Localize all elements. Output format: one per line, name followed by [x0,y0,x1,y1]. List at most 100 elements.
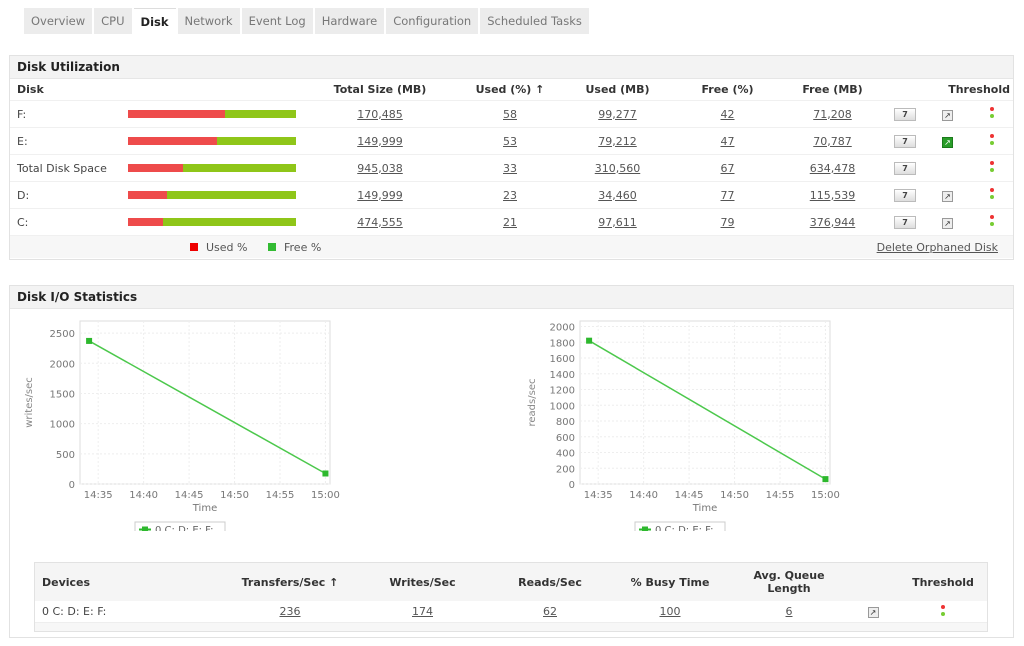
report-button[interactable]: 7 [894,189,916,202]
free-pct-link[interactable]: 79 [720,215,735,229]
tab-overview[interactable]: Overview [24,8,93,34]
delete-orphaned-disk-link[interactable]: Delete Orphaned Disk [876,241,998,254]
threshold-icon[interactable] [990,107,994,118]
writes-link[interactable]: 174 [412,605,433,618]
x-tick-label: 14:35 [584,490,613,501]
used-mb-link[interactable]: 310,560 [594,161,641,175]
transfers-link[interactable]: 236 [279,605,301,618]
reads-chart: 0 200 400 600 800 1000 1200 1400 1600 1800 2000 14:… [527,320,840,531]
y-tick-label: 1200 [550,386,575,397]
used-mb-link[interactable]: 34,460 [598,188,637,202]
used-fill [128,218,164,226]
col-free-mb[interactable]: Free (MB) [802,83,863,96]
table-header: Disk Total Size (MB) Used (%) ↑ Used (MB… [10,79,1013,101]
tab-event-log[interactable]: Event Log [241,8,313,34]
external-link-icon[interactable]: ↗ [942,136,953,148]
tab-configuration[interactable]: Configuration [386,8,479,34]
used-mb-link[interactable]: 97,611 [598,215,637,229]
col-writes[interactable]: Writes/Sec [389,575,456,589]
data-point [86,337,93,344]
report-button[interactable]: 7 [894,135,916,148]
legend-used: Used % [190,241,247,254]
usage-bar [128,218,296,226]
x-axis-label: Time [192,503,217,514]
legend-free: Free % [268,241,321,254]
free-pct-link[interactable]: 42 [720,107,735,121]
tab-scheduled-tasks[interactable]: Scheduled Tasks [480,8,589,34]
used-pct-link[interactable]: 53 [503,134,517,148]
disk-io-panel: Disk I/O Statistics 0 500 1000 1500 2000 2500… [9,285,1014,638]
col-used-mb[interactable]: Used (MB) [585,83,650,96]
threshold-icon[interactable] [990,134,994,145]
table-row: E: 149,999 53 79,212 47 70,787 7 ↗ [10,128,1013,155]
tab-hardware[interactable]: Hardware [314,8,385,34]
threshold-icon[interactable] [990,215,994,226]
free-mb-link[interactable]: 71,208 [813,107,852,121]
reads-link[interactable]: 62 [543,605,557,618]
col-devices[interactable]: Devices [42,575,91,589]
report-button[interactable]: 7 [894,216,916,229]
busy-link[interactable]: 100 [659,605,681,618]
tab-cpu[interactable]: CPU [94,8,132,34]
used-pct-link[interactable]: 33 [503,161,517,175]
used-fill [128,137,218,145]
free-fill [166,191,296,199]
data-point [586,337,593,344]
col-total[interactable]: Total Size (MB) [333,83,427,96]
external-link-icon[interactable]: ↗ [867,607,879,618]
x-tick-label: 14:40 [629,490,658,501]
used-mb-link[interactable]: 79,212 [598,134,637,148]
table-row: 0 C: D: E: F: 236 174 62 100 6 ↗ [35,601,987,623]
free-mb-link[interactable]: 376,944 [809,215,856,229]
used-pct-link[interactable]: 21 [503,215,517,229]
threshold-icon[interactable] [990,161,994,172]
total-size-link[interactable]: 170,485 [357,107,403,121]
threshold-icon[interactable] [941,604,945,616]
report-button[interactable]: 7 [894,162,916,175]
y-tick-label: 200 [556,464,575,475]
tab-disk[interactable]: Disk [133,8,176,34]
used-fill [128,164,184,172]
y-axis-label: writes/sec [24,377,35,428]
total-size-link[interactable]: 474,555 [357,215,403,229]
queue-link[interactable]: 6 [785,605,793,618]
y-axis-label: reads/sec [527,379,538,427]
y-tick-label: 2500 [50,329,75,340]
col-used-pct[interactable]: Used (%) ↑ [475,83,545,96]
disk-name: F: [17,107,27,121]
tab-bar: Overview CPU Disk Network Event Log Hardware C… [24,8,589,34]
col-queue[interactable]: Avg. Queue Length [753,569,825,595]
threshold-icon[interactable] [990,188,994,199]
used-pct-link[interactable]: 58 [503,107,517,121]
report-button[interactable]: 7 [894,108,916,121]
external-link-icon[interactable]: ↗ [942,190,953,202]
used-mb-link[interactable]: 99,277 [598,107,637,121]
external-link-icon[interactable]: ↗ [942,109,953,121]
total-size-link[interactable]: 149,999 [357,188,403,202]
free-mb-link[interactable]: 634,478 [809,161,856,175]
external-link-icon[interactable]: ↗ [942,217,953,229]
x-tick-label: 14:55 [766,490,795,501]
used-pct-link[interactable]: 23 [503,188,517,202]
x-tick-label: 15:00 [311,490,340,501]
free-fill [163,218,296,226]
free-mb-link[interactable]: 70,787 [813,134,852,148]
total-size-link[interactable]: 149,999 [357,134,403,148]
free-pct-link[interactable]: 67 [720,161,735,175]
free-pct-link[interactable]: 77 [720,188,735,202]
free-pct-link[interactable]: 47 [720,134,735,148]
y-tick-label: 800 [556,417,575,428]
col-busy[interactable]: % Busy Time [630,575,710,589]
col-disk[interactable]: Disk [17,83,44,96]
free-mb-link[interactable]: 115,539 [809,188,856,202]
legend-label: Used % [206,241,248,254]
disk-name: E: [17,134,28,148]
free-fill [183,164,296,172]
total-size-link[interactable]: 945,038 [357,161,403,175]
col-transfers[interactable]: Transfers/Sec ↑ [241,575,339,589]
col-reads[interactable]: Reads/Sec [518,575,582,589]
col-free-pct[interactable]: Free (%) [701,83,754,96]
x-tick-label: 14:45 [675,490,704,501]
tab-network[interactable]: Network [177,8,240,34]
legend-marker [642,526,648,531]
